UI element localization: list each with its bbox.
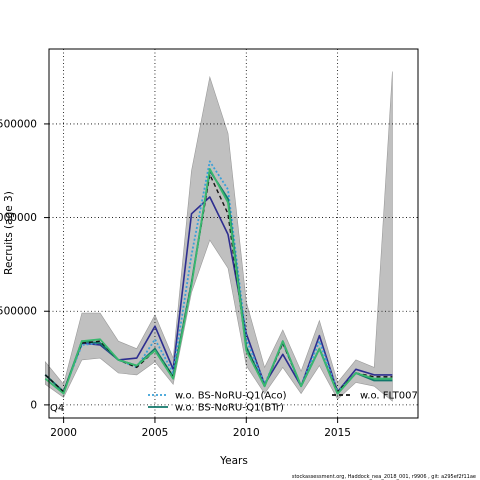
y-tick-label: 000000 xyxy=(0,212,37,224)
x-tick-label: 2000 xyxy=(50,427,77,439)
series-lines xyxy=(44,160,393,395)
x-tick-label: 2015 xyxy=(324,427,351,439)
series-line-base xyxy=(44,196,393,393)
x-axis-label: Years xyxy=(219,455,248,467)
footnote: stockassessment.org, Haddock_nea_2018_00… xyxy=(292,474,476,480)
x-axis-ticks: 2000 2005 2010 2015 xyxy=(50,418,351,439)
legend-label-flt: w.o. FLT007 xyxy=(360,391,418,402)
y-axis-ticks: 0 500000 000000 500000 xyxy=(0,118,49,411)
y-tick-label: 500000 xyxy=(0,306,37,318)
confidence-band-area xyxy=(45,71,393,402)
y-tick-label: 0 xyxy=(30,399,37,411)
x-tick-label: 2005 xyxy=(142,427,169,439)
confidence-band xyxy=(45,71,393,402)
legend: w.o. BS-NoRU-Q1(Aco)w.o. BS-NoRU-Q1(BTr)… xyxy=(50,391,418,415)
y-axis-label: Recruits (age 3) xyxy=(3,191,15,275)
legend-label-aco: w.o. BS-NoRU-Q1(Aco) xyxy=(175,391,287,402)
legend-label-q4: Q4 xyxy=(50,403,64,414)
y-tick-label: 500000 xyxy=(0,118,37,130)
x-tick-label: 2010 xyxy=(233,427,260,439)
series-line-q4 xyxy=(44,167,393,395)
legend-label-btr: w.o. BS-NoRU-Q1(BTr) xyxy=(175,403,284,414)
plot-frame xyxy=(48,48,419,419)
